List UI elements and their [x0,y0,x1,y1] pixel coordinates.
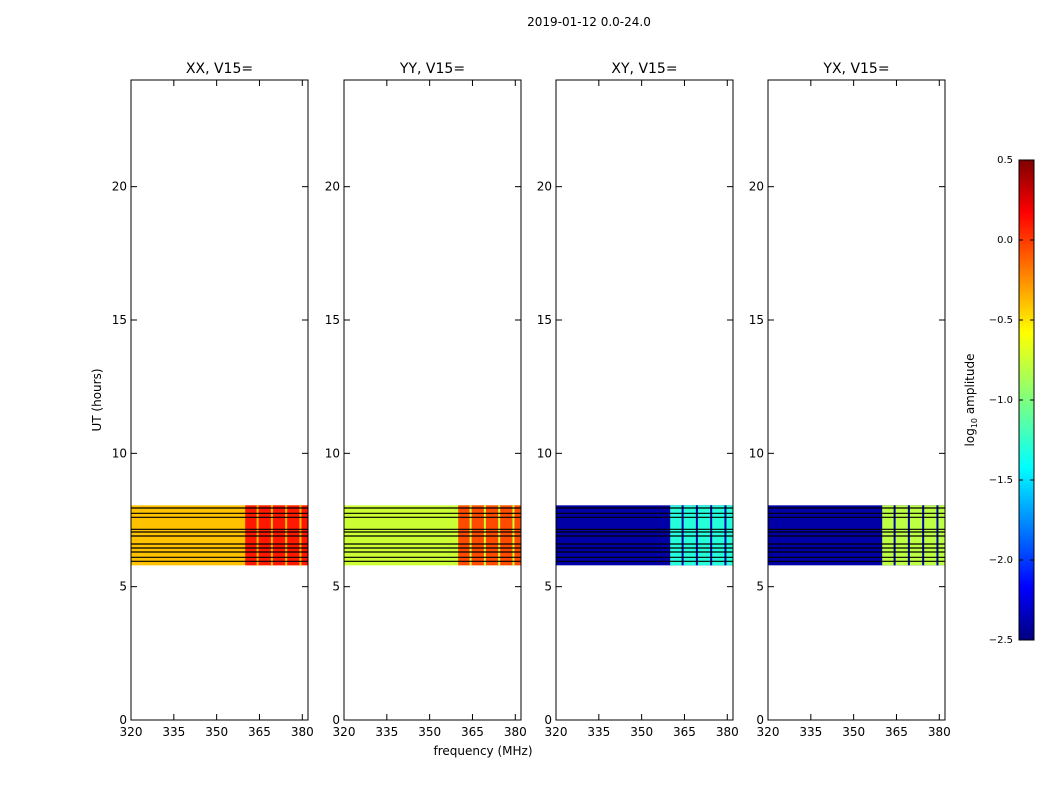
panel-title: XX, V15= [186,61,253,77]
flag-column [299,505,302,566]
x-tick-label: 365 [461,725,484,739]
colorbar-ticks: 0.5 0.0 −0.5 −1.0 −1.5 −2.0 −2.5 [989,155,1034,646]
panel-1: YY, V15= 0 5 10 15 20 320 335 350 365 380 [325,61,527,739]
x-tick-label: 365 [248,725,271,739]
colorbar: 0.5 0.0 −0.5 −1.0 −1.5 −2.0 −2.5 log10 amplitu… [963,155,1035,646]
x-tick-label: 380 [504,725,527,739]
panel-data-band [458,505,521,566]
x-tick-label: 350 [418,725,441,739]
x-tick-label: 335 [375,725,398,739]
panel-0: XX, V15= 0 5 10 15 20 320 335 350 365 380 [112,61,314,739]
colorbar-label-rest: amplitude [963,354,977,418]
colorbar-tick-label: −1.5 [989,475,1013,486]
x-tick-label: 320 [333,725,356,739]
x-tick-label: 380 [716,725,739,739]
panel-2: XY, V15= 0 5 10 15 20 320 335 350 365 380 [537,61,739,739]
flag-column [710,505,713,566]
colorbar-tick-label: −2.0 [989,555,1013,566]
y-tick-label: 20 [325,180,340,194]
flag-column [922,505,925,566]
y-tick-label: 10 [112,446,127,460]
x-tick-label: 335 [162,725,185,739]
y-tick-label: 5 [756,580,764,594]
panel-title: YX, V15= [822,61,889,77]
y-tick-label: 15 [537,313,552,327]
y-tick-label: 5 [332,580,340,594]
flag-column [270,505,273,566]
x-tick-label: 365 [885,725,908,739]
panel-frame [130,79,309,721]
x-tick-label: 350 [205,725,228,739]
panel-frame [767,79,946,721]
flag-column [724,505,727,566]
y-axis-label: UT (hours) [90,368,104,431]
flag-column [512,505,515,566]
y-tick-label: 20 [112,180,127,194]
panel-frame [343,79,522,721]
flag-column [498,505,501,566]
flag-column [681,505,684,566]
x-tick-label: 365 [673,725,696,739]
colorbar-label-base: log [963,428,977,446]
y-tick-label: 5 [544,580,552,594]
y-tick-label: 15 [112,313,127,327]
x-tick-label: 380 [928,725,951,739]
panel-data-band [245,505,308,566]
panel-title: XY, V15= [611,61,677,77]
panel-frame [555,79,734,721]
panel-data-band [670,505,733,566]
y-tick-label: 10 [537,446,552,460]
colorbar-tick-label: 0.0 [997,235,1013,246]
flag-column [469,505,472,566]
colorbar-label-sub: 10 [970,418,979,428]
x-axis-label: frequency (MHz) [433,744,532,758]
x-tick-label: 320 [545,725,568,739]
y-tick-label: 0 [332,713,340,727]
panel-title: YY, V15= [399,61,465,77]
panel-3: YX, V15= 0 5 10 15 20 320 335 350 365 380 [749,61,951,739]
panels-group: XX, V15= 0 5 10 15 20 320 335 350 365 380 YY, V15= 0… [112,61,951,739]
y-tick-label: 15 [749,313,764,327]
x-tick-label: 380 [291,725,314,739]
y-tick-label: 0 [119,713,127,727]
flag-column [936,505,939,566]
colorbar-tick-label: −0.5 [989,315,1013,326]
colorbar-tick-label: −1.0 [989,395,1013,406]
colorbar-tick-label: 0.5 [997,155,1013,166]
flag-column [907,505,910,566]
y-tick-label: 5 [119,580,127,594]
figure-title: 2019-01-12 0.0-24.0 [527,15,651,29]
y-tick-label: 10 [749,446,764,460]
colorbar-label: log10 amplitude [963,354,979,447]
y-tick-label: 20 [537,180,552,194]
flag-column [893,505,896,566]
x-tick-label: 335 [587,725,610,739]
flag-column [695,505,698,566]
x-tick-label: 320 [120,725,143,739]
x-tick-label: 350 [842,725,865,739]
y-tick-label: 20 [749,180,764,194]
x-tick-label: 335 [799,725,822,739]
flag-column [285,505,288,566]
x-tick-label: 320 [757,725,780,739]
x-tick-label: 350 [630,725,653,739]
flag-column [256,505,259,566]
y-tick-label: 0 [544,713,552,727]
y-tick-label: 15 [325,313,340,327]
panel-data-band [882,505,945,566]
y-tick-label: 10 [325,446,340,460]
colorbar-gradient [1019,160,1034,640]
colorbar-tick-label: −2.5 [989,635,1013,646]
y-tick-label: 0 [756,713,764,727]
flag-column [483,505,486,566]
